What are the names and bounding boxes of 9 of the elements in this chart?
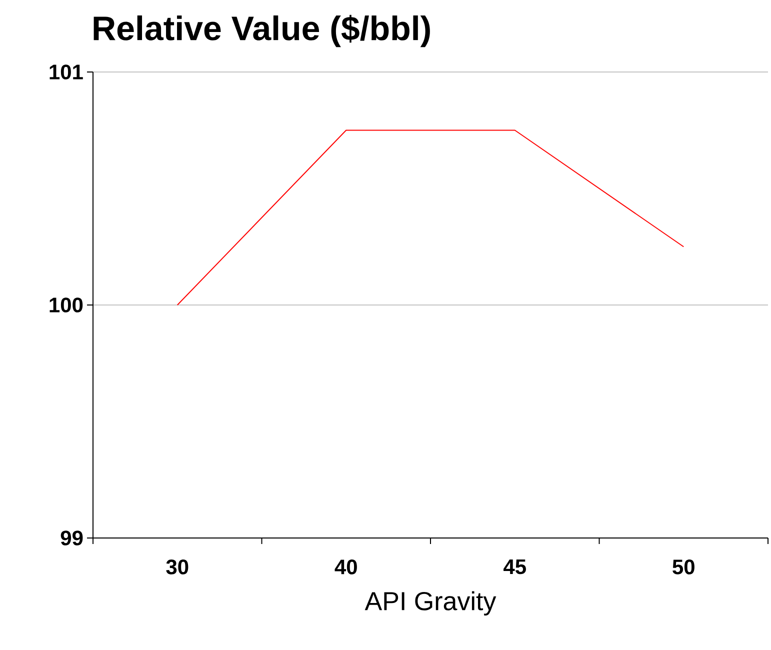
y-tick-label: 100 xyxy=(50,298,83,312)
chart-title: Relative Value ($/bbl) xyxy=(94,14,430,48)
x-tick-label: 50 xyxy=(672,560,694,574)
x-tick-label: 40 xyxy=(334,560,357,574)
y-tick-label: 99 xyxy=(60,530,83,546)
x-tick-label: 45 xyxy=(504,560,526,574)
x-tick-label: 30 xyxy=(166,560,188,574)
y-tick-label: 101 xyxy=(50,64,83,80)
x-axis-title: API Gravity xyxy=(364,591,496,616)
